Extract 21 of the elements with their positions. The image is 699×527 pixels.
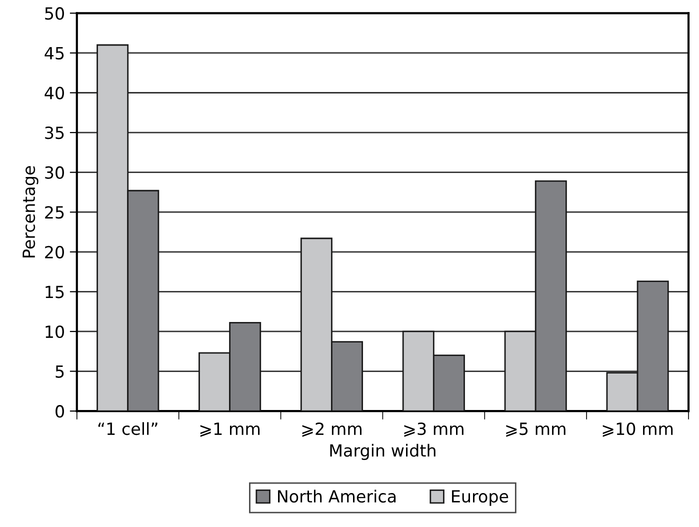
y-tick-label: 50 — [45, 7, 64, 20]
x-tick-label: ⩾3 mm — [404, 422, 464, 437]
x-tick-label: ⩾10 mm — [602, 422, 673, 437]
y-tick-label: 15 — [46, 286, 64, 298]
y-tick-label: 40 — [44, 86, 64, 100]
y-tick-label: 0 — [56, 405, 64, 418]
x-axis-title: Margin width — [330, 444, 436, 460]
y-tick-label: 35 — [45, 126, 64, 140]
x-tick-label: “1 cell” — [98, 422, 158, 436]
x-tick-label: ⩾1 mm — [200, 422, 260, 437]
y-tick-label: 10 — [46, 325, 64, 338]
y-tick-label: 45 — [44, 47, 64, 60]
y-tick-label: 30 — [45, 166, 64, 179]
legend-label: North America — [278, 490, 396, 503]
x-tick-label: ⩾2 mm — [302, 422, 362, 437]
y-axis-title: Percentage — [22, 166, 38, 258]
y-tick-label: 20 — [45, 246, 64, 258]
x-tick-label: ⩾5 mm — [506, 422, 566, 437]
y-tick-label: 25 — [45, 206, 64, 219]
y-tick-label: 5 — [56, 365, 64, 378]
legend-label: Europe — [452, 490, 508, 506]
